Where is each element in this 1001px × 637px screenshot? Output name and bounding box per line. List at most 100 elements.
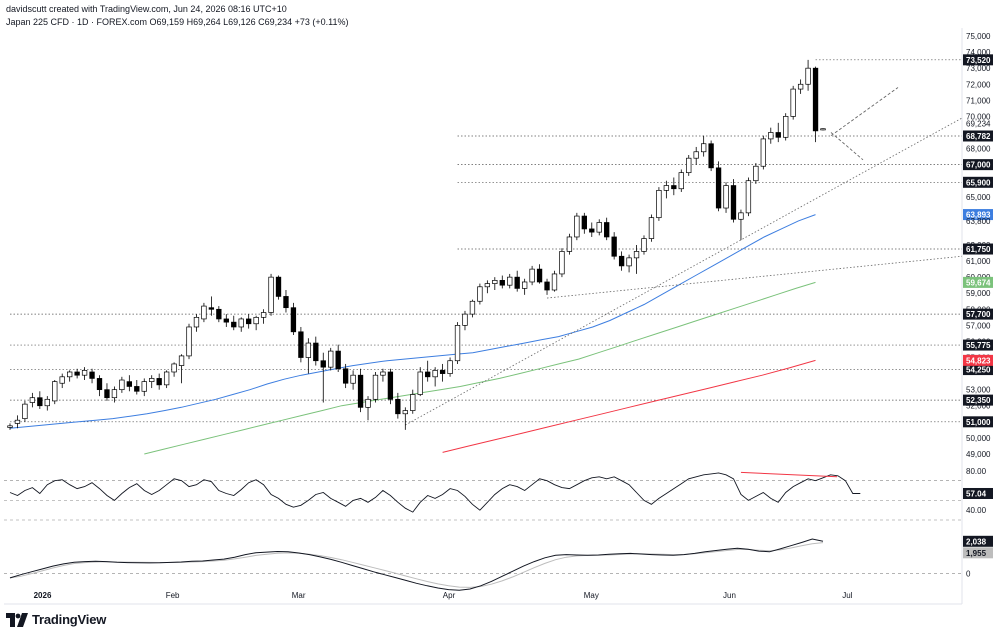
level-price-label-bg — [963, 308, 993, 320]
macd-pane[interactable] — [4, 538, 962, 591]
candle-up — [149, 378, 155, 382]
candle-up — [350, 374, 356, 384]
candle-down — [216, 308, 222, 320]
price-tick-label: 71,000 — [966, 96, 991, 105]
candle-up — [820, 128, 826, 131]
candle-up — [14, 419, 21, 424]
candle-down — [298, 331, 304, 358]
candle-up — [805, 67, 811, 85]
candle-up — [462, 313, 468, 326]
candle-up — [29, 397, 36, 403]
price-tick-label: 74,000 — [966, 48, 991, 57]
candle-up — [119, 379, 125, 391]
candle-up — [768, 132, 774, 140]
candle-down — [708, 143, 714, 169]
price-tick-label: 73,000 — [966, 64, 991, 73]
level-price-label: 51,000 — [966, 418, 991, 427]
sma-200-line — [442, 359, 816, 453]
brand-footer[interactable]: TradingView — [6, 612, 106, 627]
time-tick-label: May — [584, 591, 599, 600]
candle-down — [126, 381, 133, 387]
candle-up — [723, 185, 729, 209]
rsi-value-bg — [963, 487, 993, 499]
high-price-label-bg — [963, 54, 993, 66]
level-price-label: 61,750 — [966, 245, 991, 254]
candle-down — [589, 228, 595, 233]
candle-down — [671, 185, 677, 190]
candle-up — [686, 157, 692, 174]
level-price-label: 65,900 — [966, 178, 991, 187]
candle-down — [342, 368, 349, 384]
candle-up — [574, 215, 580, 238]
candle-down — [246, 318, 252, 325]
candle-up — [44, 398, 50, 407]
candle-up — [521, 281, 528, 289]
candle-up — [700, 143, 707, 153]
candle-down — [395, 398, 401, 415]
candle-up — [268, 276, 274, 313]
rsi-pane[interactable] — [4, 471, 962, 521]
candle-up — [559, 251, 565, 275]
candle-up — [626, 257, 632, 267]
candle-up — [417, 371, 423, 395]
rsi-value-label: 57.04 — [966, 489, 987, 498]
sma-50-pair-label: 63,800 — [966, 217, 991, 226]
macd-value-label: 2,038 — [966, 537, 987, 546]
candle-up — [178, 355, 185, 366]
candle-up — [641, 238, 647, 252]
candle-down — [514, 276, 520, 289]
candle-up — [551, 273, 558, 291]
candle-up — [410, 394, 416, 411]
level-price-label: 52,350 — [966, 396, 991, 405]
candle-up — [783, 116, 789, 138]
support-trend-line — [546, 255, 963, 299]
level-price-label-bg — [963, 176, 993, 188]
level-price-label: 55,775 — [966, 341, 991, 350]
candle-down — [290, 307, 297, 333]
level-price-label-bg — [963, 339, 993, 351]
candle-up — [432, 370, 438, 378]
price-tick-label: 52,000 — [966, 402, 991, 411]
rising-trend-line — [405, 117, 963, 426]
price-pane[interactable] — [7, 59, 963, 455]
price-tick-label: 59,000 — [966, 289, 991, 298]
candle-up — [760, 138, 766, 167]
rsi-line — [9, 472, 861, 513]
tradingview-logo-icon — [6, 612, 28, 627]
projection-down-arrow — [830, 132, 864, 161]
candle-up — [59, 376, 65, 384]
candle-up — [201, 305, 207, 320]
candle-up — [328, 350, 334, 368]
price-tick-label: 75,000 — [966, 32, 991, 41]
last-price-label: 69,234 — [966, 120, 991, 129]
candle-down — [74, 371, 80, 376]
candle-up — [529, 268, 535, 283]
symbol-ohlc-line: Japan 225 CFD · 1D · FOREX.com O69,159 H… — [6, 17, 349, 27]
candle-up — [596, 222, 602, 233]
candle-down — [775, 132, 781, 138]
candle-up — [238, 318, 244, 328]
candle-up — [656, 189, 662, 219]
candle-down — [335, 350, 341, 370]
level-price-label: 67,000 — [966, 161, 991, 170]
sma-200-label: 54,823 — [966, 356, 991, 365]
level-price-label-bg — [963, 394, 993, 406]
price-tick-label: 61,000 — [966, 257, 991, 266]
candle-up — [260, 312, 267, 318]
candle-up — [163, 371, 170, 386]
price-tick-label: 57,000 — [966, 321, 991, 330]
candle-down — [715, 167, 722, 209]
candle-up — [372, 374, 379, 400]
chart-credit-line: davidscutt created with TradingView.com,… — [6, 4, 287, 14]
candle-down — [37, 397, 43, 407]
candle-up — [253, 316, 259, 325]
rsi-tick-label: 40.00 — [966, 506, 987, 515]
sma-100-line — [144, 281, 816, 455]
candle-down — [604, 222, 610, 238]
candle-down — [320, 360, 326, 368]
candle-up — [402, 410, 408, 415]
candle-up — [52, 381, 58, 402]
level-price-label: 54,250 — [966, 366, 991, 375]
candle-up — [648, 217, 655, 239]
signal-value-bg — [963, 547, 993, 559]
